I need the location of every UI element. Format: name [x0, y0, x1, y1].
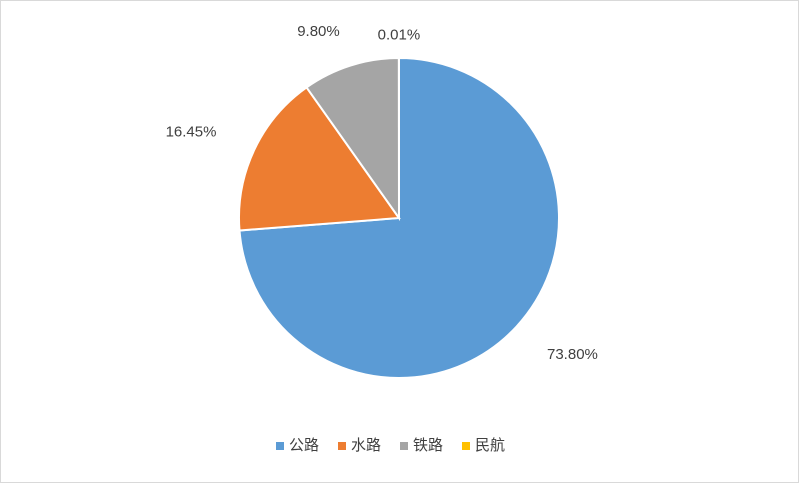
data-label: 9.80% — [297, 23, 340, 40]
legend-marker — [400, 442, 408, 450]
legend-label: 水路 — [351, 437, 381, 454]
data-label: 73.80% — [547, 346, 598, 363]
data-label: 16.45% — [166, 123, 217, 140]
legend-marker — [338, 442, 346, 450]
legend-label: 民航 — [475, 437, 505, 454]
legend-label: 铁路 — [413, 437, 443, 454]
data-label: 0.01% — [378, 27, 421, 44]
legend-marker — [462, 442, 470, 450]
legend-marker — [276, 442, 284, 450]
legend-label: 公路 — [289, 437, 319, 454]
